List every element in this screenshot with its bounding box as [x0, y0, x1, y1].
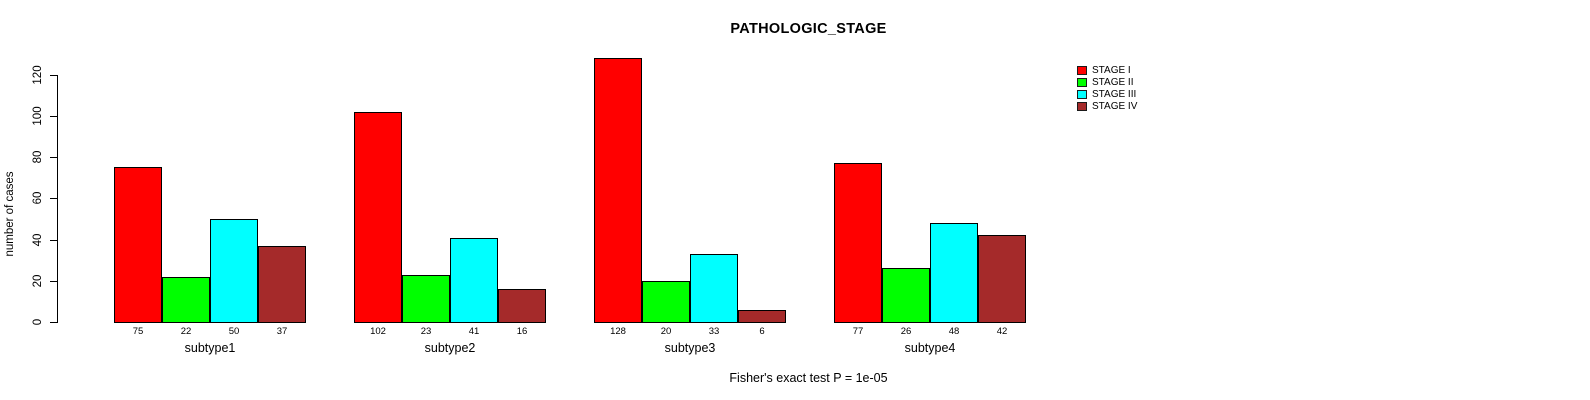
- bar-value-label: 42: [996, 326, 1008, 337]
- bar-value-label: 128: [610, 326, 626, 337]
- y-axis-tick-label: 20: [32, 274, 44, 288]
- y-axis-label: number of cases: [4, 171, 16, 257]
- bar-value-label: 26: [900, 326, 912, 337]
- bar-value-label: 75: [132, 326, 144, 337]
- bar-subtype4-stage-ii: [882, 268, 930, 323]
- bar-subtype2-stage-ii: [402, 275, 450, 323]
- legend-label: STAGE II: [1092, 77, 1134, 88]
- group-label-subtype2: subtype2: [424, 341, 476, 355]
- bar-subtype4-stage-iii: [930, 223, 978, 323]
- legend-item-stage-ii: STAGE II: [1077, 77, 1137, 88]
- bar-value-label: 20: [660, 326, 672, 337]
- legend-label: STAGE IV: [1092, 101, 1138, 112]
- bar-value-label: 16: [516, 326, 528, 337]
- bar-value-label: 48: [948, 326, 960, 337]
- footnote: Fisher's exact test P = 1e-05: [729, 371, 888, 385]
- legend-label: STAGE I: [1092, 65, 1131, 76]
- bar-value-label: 33: [708, 326, 720, 337]
- bar-subtype3-stage-iv: [738, 310, 786, 323]
- group-label-subtype3: subtype3: [664, 341, 716, 355]
- bar-subtype2-stage-iii: [450, 238, 498, 323]
- bar-value-label: 37: [276, 326, 288, 337]
- chart-title: PATHOLOGIC_STAGE: [730, 21, 887, 37]
- y-axis-tick-label: 40: [32, 233, 44, 246]
- bar-subtype1-stage-ii: [162, 277, 210, 323]
- bar-subtype1-stage-iii: [210, 219, 258, 323]
- bar-subtype4-stage-iv: [978, 235, 1026, 323]
- bar-value-label: 41: [468, 326, 480, 337]
- y-axis-tick: [50, 239, 57, 241]
- bar-subtype3-stage-ii: [642, 281, 690, 323]
- group-label-subtype1: subtype1: [184, 341, 236, 355]
- bar-value-label: 50: [228, 326, 240, 337]
- y-axis-tick-label: 120: [32, 65, 44, 85]
- legend-item-stage-iv: STAGE IV: [1077, 101, 1137, 112]
- y-axis-tick-label: 60: [32, 192, 44, 205]
- bar-subtype2-stage-i: [354, 112, 402, 323]
- legend-item-stage-iii: STAGE III: [1077, 89, 1137, 100]
- y-axis-tick: [50, 74, 57, 76]
- y-axis-tick-label: 80: [32, 150, 44, 164]
- bar-value-label: 23: [420, 326, 432, 337]
- bar-subtype3-stage-iii: [690, 254, 738, 323]
- legend-swatch: [1077, 102, 1087, 111]
- bar-value-label: 77: [852, 326, 864, 337]
- legend: STAGE I STAGE II STAGE III STAGE IV: [1077, 65, 1137, 113]
- bar-subtype1-stage-iv: [258, 246, 306, 323]
- bar-subtype4-stage-i: [834, 163, 882, 323]
- legend-label: STAGE III: [1092, 89, 1137, 100]
- legend-swatch: [1077, 66, 1087, 75]
- y-axis-tick-label: 0: [32, 318, 44, 326]
- y-axis-tick: [50, 322, 57, 323]
- legend-swatch: [1077, 78, 1087, 87]
- y-axis-tick: [50, 198, 57, 200]
- y-axis-tick: [50, 116, 57, 117]
- y-axis-tick: [50, 157, 57, 159]
- bar-value-label: 6: [759, 326, 765, 337]
- group-label-subtype4: subtype4: [904, 341, 956, 355]
- legend-swatch: [1077, 90, 1087, 99]
- y-axis-tick: [50, 280, 57, 282]
- bar-subtype3-stage-i: [594, 58, 642, 323]
- bar-subtype2-stage-iv: [498, 289, 546, 323]
- bar-value-label: 22: [180, 326, 192, 337]
- bar-subtype1-stage-i: [114, 167, 162, 323]
- legend-item-stage-i: STAGE I: [1077, 65, 1137, 76]
- y-axis-line: [57, 74, 58, 323]
- y-axis-tick-label: 100: [32, 106, 44, 126]
- bar-value-label: 102: [370, 326, 386, 337]
